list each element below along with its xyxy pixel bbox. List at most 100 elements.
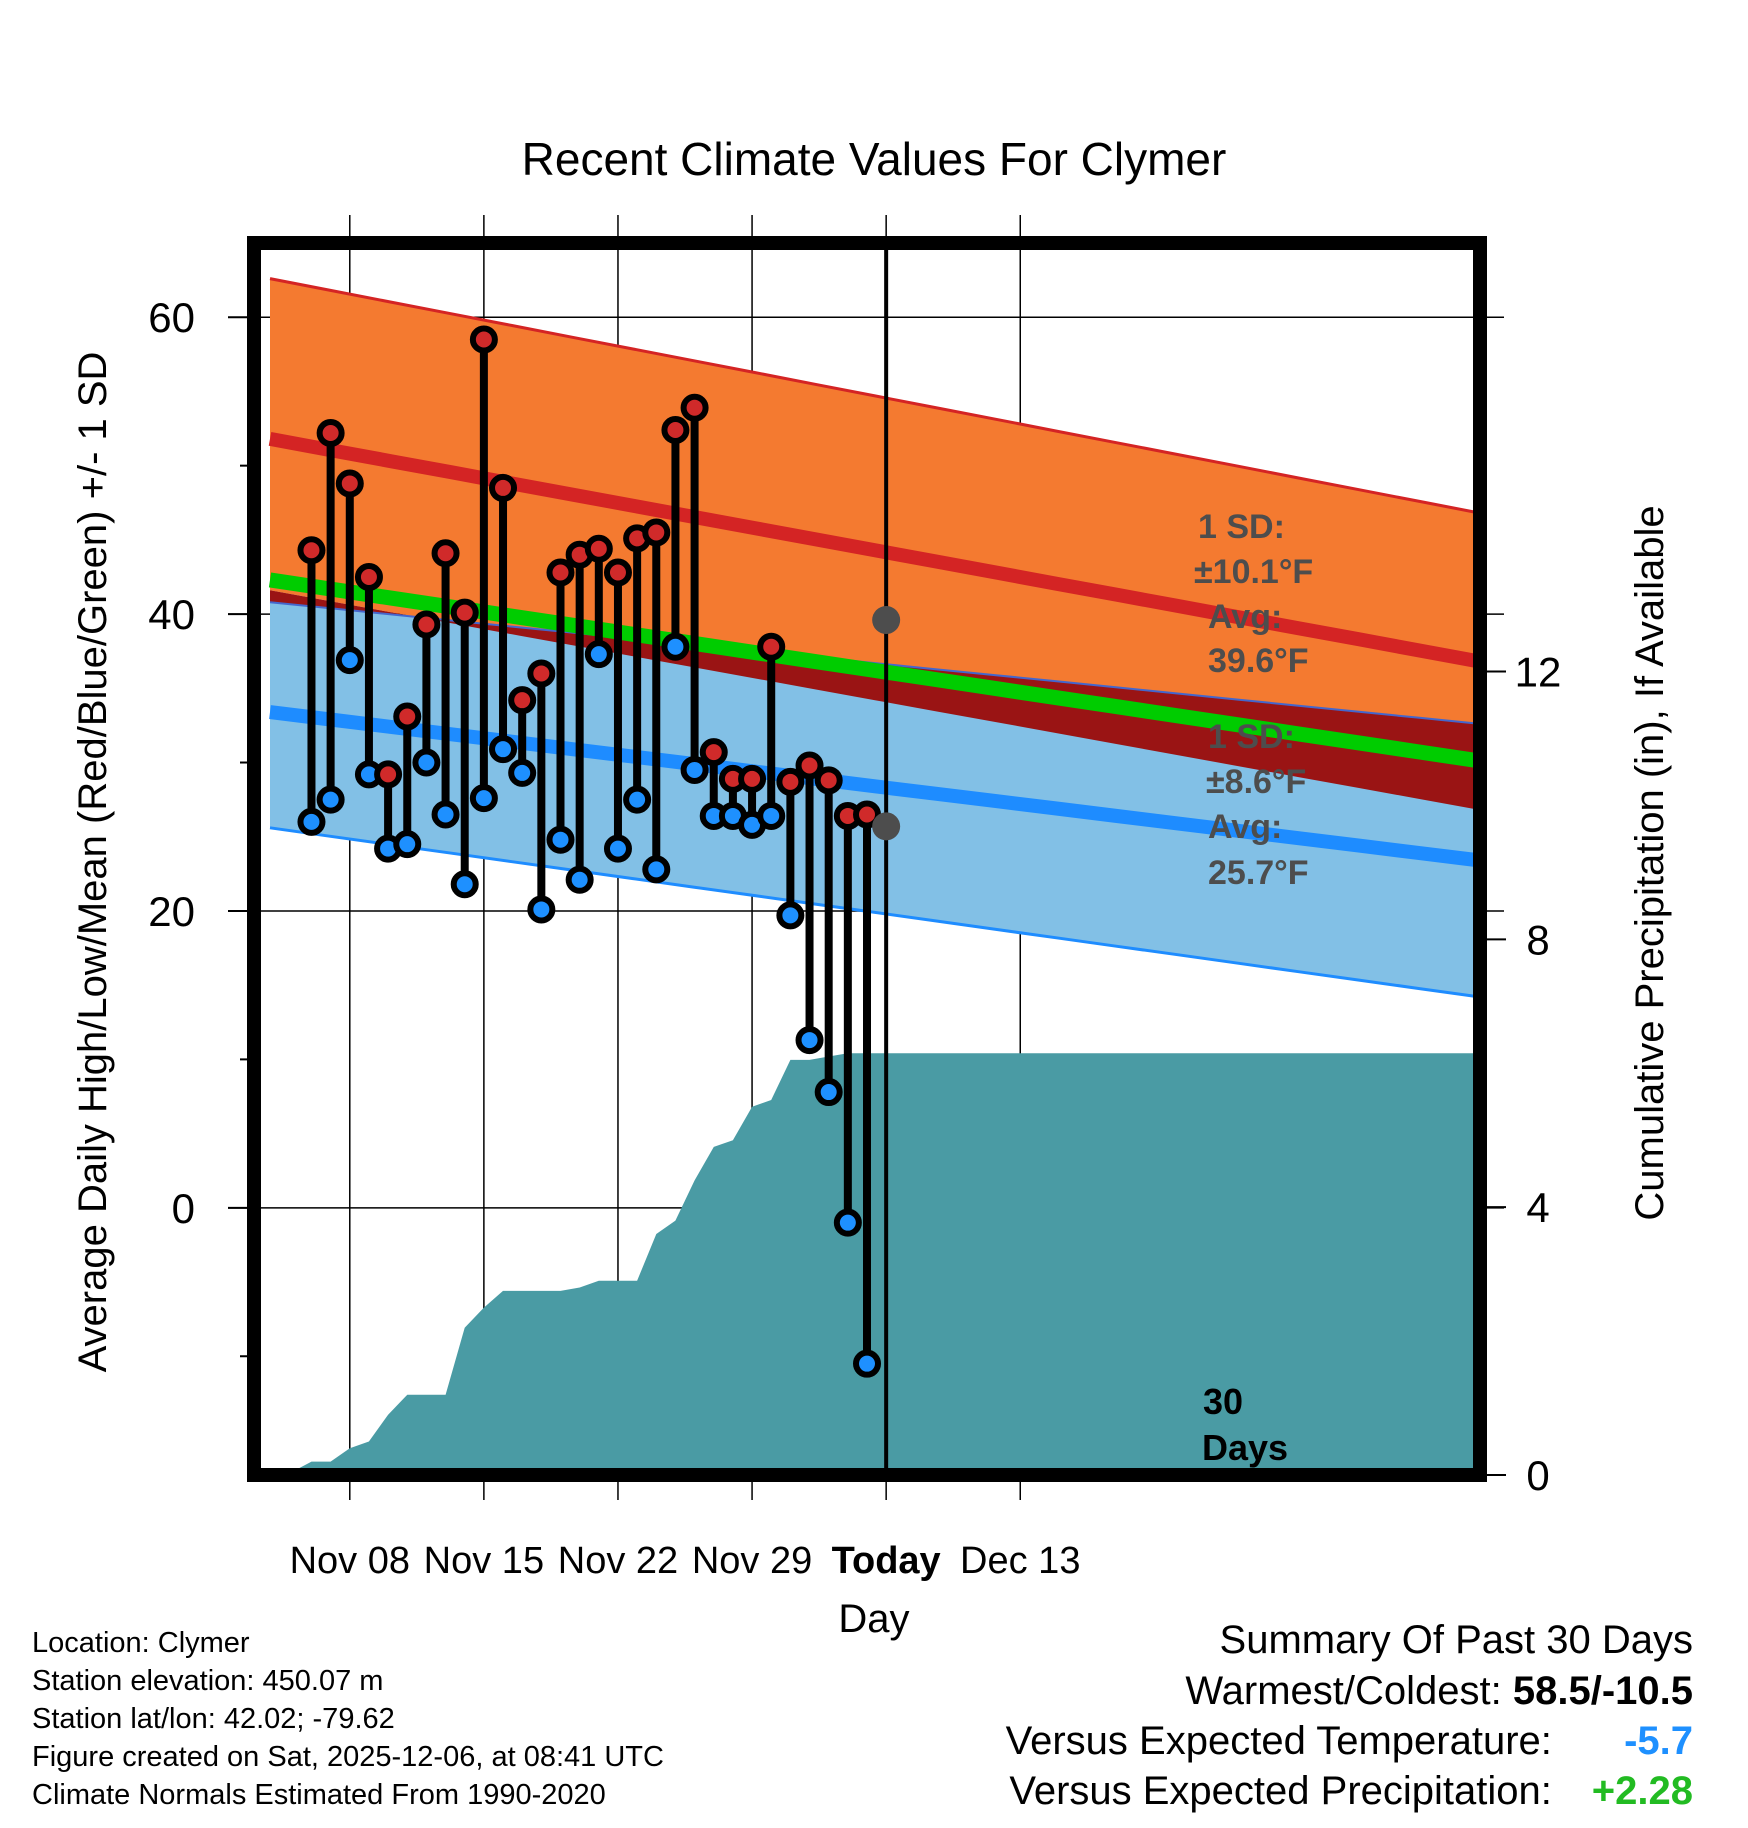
daily-high-point: [546, 558, 575, 587]
daily-low-point: [297, 807, 326, 836]
daily-low-point: [431, 800, 460, 829]
daily-low-point: [584, 640, 613, 669]
daily-low-point: [833, 1208, 862, 1237]
x-tick-label: Today: [832, 1540, 941, 1582]
daily-low-point: [795, 1026, 824, 1055]
daily-high-point: [354, 562, 383, 591]
temp-departure-label: Versus Expected Temperature:: [1005, 1719, 1552, 1763]
created-text: Figure created on Sat, 2025-12-06, at 08…: [32, 1741, 664, 1773]
today-high-sd-value: ±10.1°F: [1194, 553, 1313, 591]
daily-high-point: [757, 632, 786, 661]
x-axis-label: Day: [838, 1597, 909, 1641]
low-normal-line: [269, 705, 1481, 868]
low-sd-lower-line: [269, 826, 1481, 999]
chart-title: Recent Climate Values For Clymer: [522, 133, 1227, 185]
precip-departure-value: +2.28: [1591, 1769, 1693, 1813]
window-days-number: 30: [1203, 1381, 1243, 1422]
today-high-avg-label: Avg:: [1208, 598, 1282, 636]
elevation-text: Station elevation: 450.07 m: [32, 1665, 384, 1697]
daily-low-point: [853, 1349, 881, 1378]
today-high-avg-value: 39.6°F: [1208, 642, 1309, 680]
daily-low-point: [776, 901, 805, 930]
daily-high-point: [642, 518, 671, 547]
today-high-normal-marker: [872, 606, 901, 635]
daily-high-point: [699, 738, 728, 767]
location-text: Location: Clymer: [32, 1627, 250, 1659]
warmest-coldest-row: Warmest/Coldest: 58.5/-10.5: [1006, 1666, 1693, 1716]
daily-high-point: [795, 751, 824, 780]
daily-low-point: [814, 1078, 843, 1107]
summary-title: Summary Of Past 30 Days: [1219, 1618, 1693, 1662]
x-tick-label: Nov 08: [290, 1540, 410, 1582]
precip-departure-row: Versus Expected Precipitation: +2.28: [1006, 1766, 1693, 1816]
y2-tick-label: 8: [1526, 916, 1549, 963]
daily-high-point: [412, 610, 441, 639]
today-low-avg-label: Avg:: [1208, 808, 1282, 846]
today-low-normal-marker: [872, 812, 901, 841]
x-tick-label: Nov 22: [558, 1540, 678, 1582]
today-low-avg-value: 25.7°F: [1208, 854, 1309, 892]
daily-low-point: [469, 784, 498, 813]
x-tick-label: Dec 13: [960, 1540, 1080, 1582]
daily-high-point: [661, 416, 690, 445]
y-axis-label: Average Daily High/Low/Mean (Red/Blue/Gr…: [71, 352, 115, 1373]
daily-low-point: [603, 834, 632, 863]
precip-departure-label: Versus Expected Precipitation:: [1009, 1769, 1552, 1813]
daily-high-point: [489, 473, 518, 502]
daily-high-point: [527, 659, 556, 688]
daily-low-point: [489, 735, 518, 764]
y2-tick-label: 4: [1526, 1184, 1549, 1231]
daily-high-point: [738, 764, 767, 793]
daily-low-point: [565, 865, 594, 894]
daily-low-point: [393, 830, 422, 859]
daily-low-point: [623, 785, 652, 814]
daily-low-point: [527, 895, 556, 924]
summary-panel: Summary Of Past 30 Days Warmest/Coldest:…: [1006, 1614, 1693, 1816]
y-tick-label: 0: [172, 1185, 195, 1232]
today-high-sd-label: 1 SD:: [1198, 508, 1285, 546]
temp-departure-row: Versus Expected Temperature: -5.7: [1006, 1716, 1693, 1766]
daily-high-point: [450, 598, 479, 627]
daily-high-point: [335, 469, 364, 498]
daily-low-point: [316, 785, 345, 814]
normals-text: Climate Normals Estimated From 1990-2020: [32, 1779, 606, 1811]
y-tick-label: 60: [148, 294, 195, 341]
x-tick-label: Nov 15: [424, 1540, 544, 1582]
daily-low-point: [642, 855, 671, 884]
high-sd-upper-line: [269, 277, 1481, 515]
warmest-coldest-value: 58.5/-10.5: [1512, 1669, 1693, 1713]
station-info: Location: Clymer Station elevation: 450.…: [32, 1624, 664, 1814]
daily-high-point: [853, 800, 881, 829]
daily-low-point: [450, 870, 479, 899]
y-tick-label: 40: [148, 591, 195, 638]
y-tick-label: 20: [148, 888, 195, 935]
y2-tick-label: 12: [1515, 649, 1562, 696]
daily-high-point: [393, 702, 422, 731]
y2-tick-label: 0: [1526, 1452, 1549, 1499]
today-low-sd-label: 1 SD:: [1208, 718, 1295, 756]
daily-high-point: [469, 325, 498, 354]
daily-high-point: [814, 766, 843, 795]
daily-low-point: [546, 825, 575, 854]
daily-high-point: [297, 536, 326, 565]
x-tick-label: Nov 29: [692, 1540, 812, 1582]
daily-low-point: [412, 748, 441, 777]
daily-high-point: [431, 539, 460, 568]
plot-frame: [247, 236, 1487, 1482]
daily-high-point: [316, 418, 345, 447]
daily-high-point: [508, 686, 537, 715]
warmest-coldest-label: Warmest/Coldest:: [1185, 1669, 1502, 1713]
temp-departure-value: -5.7: [1624, 1719, 1693, 1763]
latlon-text: Station lat/lon: 42.02; -79.62: [32, 1703, 395, 1735]
daily-high-point: [680, 393, 709, 422]
daily-high-point: [603, 558, 632, 587]
daily-low-point: [680, 755, 709, 784]
high-normal-line: [268, 432, 1482, 669]
daily-high-point: [776, 767, 805, 796]
overlap-band: [270, 590, 1480, 810]
daily-high-point: [374, 760, 403, 789]
y2-axis-label: Cumulative Precipitation (in), If Availa…: [1628, 505, 1672, 1220]
today-low-sd-value: ±8.6°F: [1206, 763, 1306, 801]
daily-low-point: [508, 758, 537, 787]
